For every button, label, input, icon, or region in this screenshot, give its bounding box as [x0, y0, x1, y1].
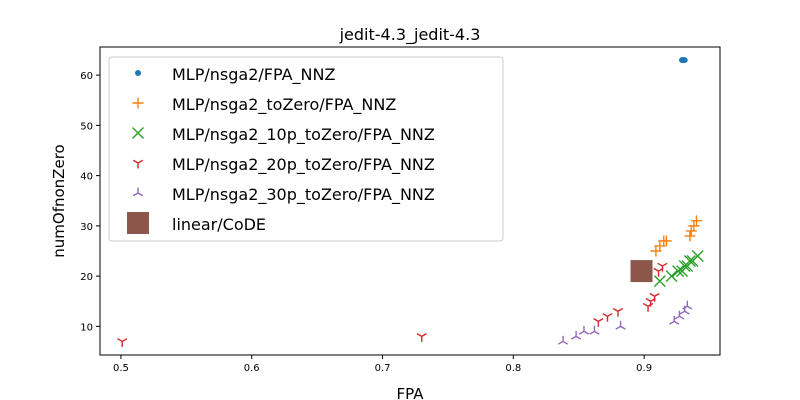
data-point: [557, 335, 569, 345]
x-tick-label: 0.6: [244, 363, 260, 374]
data-point: [117, 338, 128, 347]
data-point: [674, 310, 685, 320]
x-tick-label: 0.5: [113, 363, 129, 374]
data-point: [657, 262, 668, 272]
legend-marker: [132, 187, 144, 197]
y-axis-title: numOfnonZero: [50, 144, 68, 257]
data-point: [682, 300, 693, 310]
data-point: [589, 325, 600, 335]
chart-title: jedit-4.3_jedit-4.3: [339, 25, 481, 45]
data-point: [642, 302, 654, 312]
data-point: [660, 235, 672, 247]
legend-label: MLP/nsga2_30p_toZero/FPA_NNZ: [172, 185, 435, 205]
data-point: [690, 215, 702, 227]
data-point: [665, 270, 678, 283]
data-point: [593, 317, 604, 327]
legend-marker: [132, 97, 144, 109]
x-tick-label: 0.8: [505, 363, 521, 374]
y-tick-label: 50: [80, 121, 93, 132]
data-point: [672, 265, 685, 278]
data-point: [688, 220, 700, 232]
data-point: [669, 315, 680, 325]
legend-label: MLP/nsga2_toZero/FPA_NNZ: [172, 95, 396, 115]
legend-label: MLP/nsga2_10p_toZero/FPA_NNZ: [172, 125, 435, 145]
data-point: [680, 57, 687, 64]
axes-frame: [99, 46, 721, 356]
legend: MLP/nsga2/FPA_NNZ MLP/nsga2_toZero/FPA_NN…: [108, 56, 504, 242]
data-point: [615, 320, 626, 330]
data-point: [691, 250, 704, 263]
y-tick-label: 60: [80, 71, 93, 82]
data-point: [649, 292, 660, 302]
y-tick-label: 30: [80, 222, 93, 233]
legend-marker: [132, 127, 144, 139]
data-point: [612, 307, 624, 317]
data-point: [683, 255, 696, 268]
data-point: [684, 230, 696, 242]
x-tick-label: 0.7: [375, 363, 391, 374]
x-axis-title: FPA: [397, 385, 425, 400]
legend-marker: [127, 212, 149, 234]
legend-label: MLP/nsga2_20p_toZero/FPA_NNZ: [172, 155, 435, 175]
legend-box: [108, 56, 504, 242]
y-tick-label: 40: [80, 172, 93, 183]
data-point: [685, 225, 697, 237]
x-tick-label: 0.9: [636, 363, 652, 374]
ticks: 0.5 0.6 0.7 0.8 0.9 10 20 30 40 50 60: [80, 71, 652, 374]
data-point: [602, 312, 613, 322]
data-point: [571, 330, 582, 340]
data-point: [653, 275, 666, 288]
legend-marker: [132, 159, 144, 169]
data-point: [578, 325, 590, 335]
legend-label: linear/CoDE: [172, 215, 266, 234]
legend-label: MLP/nsga2/FPA_NNZ: [172, 65, 335, 85]
y-tick-label: 10: [80, 322, 93, 333]
plot-area: [117, 57, 704, 347]
data-point: [630, 260, 653, 283]
data-point: [416, 333, 427, 342]
legend-marker: [135, 70, 141, 76]
y-tick-label: 20: [80, 272, 93, 283]
